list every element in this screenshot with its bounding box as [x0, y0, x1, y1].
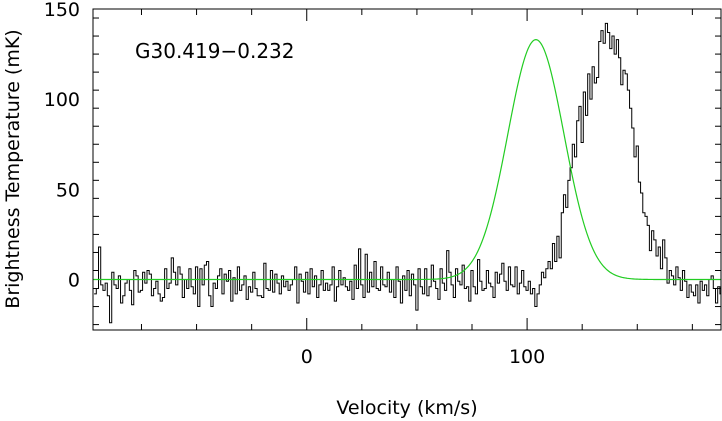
axis-ticks: [93, 9, 721, 330]
y-tick-label: 150: [44, 0, 80, 21]
y-axis-label: Brightness Temperature (mK): [2, 29, 24, 308]
plot-area: [93, 22, 721, 324]
x-axis-label: Velocity (km/s): [336, 397, 477, 419]
x-tick-label: 0: [301, 346, 313, 368]
y-tick-label: 50: [56, 179, 80, 201]
tick-labels: 0 100 0 50 100 150: [44, 0, 545, 368]
y-tick-label: 0: [68, 270, 80, 292]
plot-frame: [92, 8, 722, 331]
gaussian-fit-line: [93, 39, 721, 281]
spectrum-step-line: [94, 22, 721, 324]
y-tick-label: 100: [44, 89, 80, 111]
source-annotation: G30.419−0.232: [135, 39, 295, 63]
x-tick-label: 100: [509, 346, 545, 368]
